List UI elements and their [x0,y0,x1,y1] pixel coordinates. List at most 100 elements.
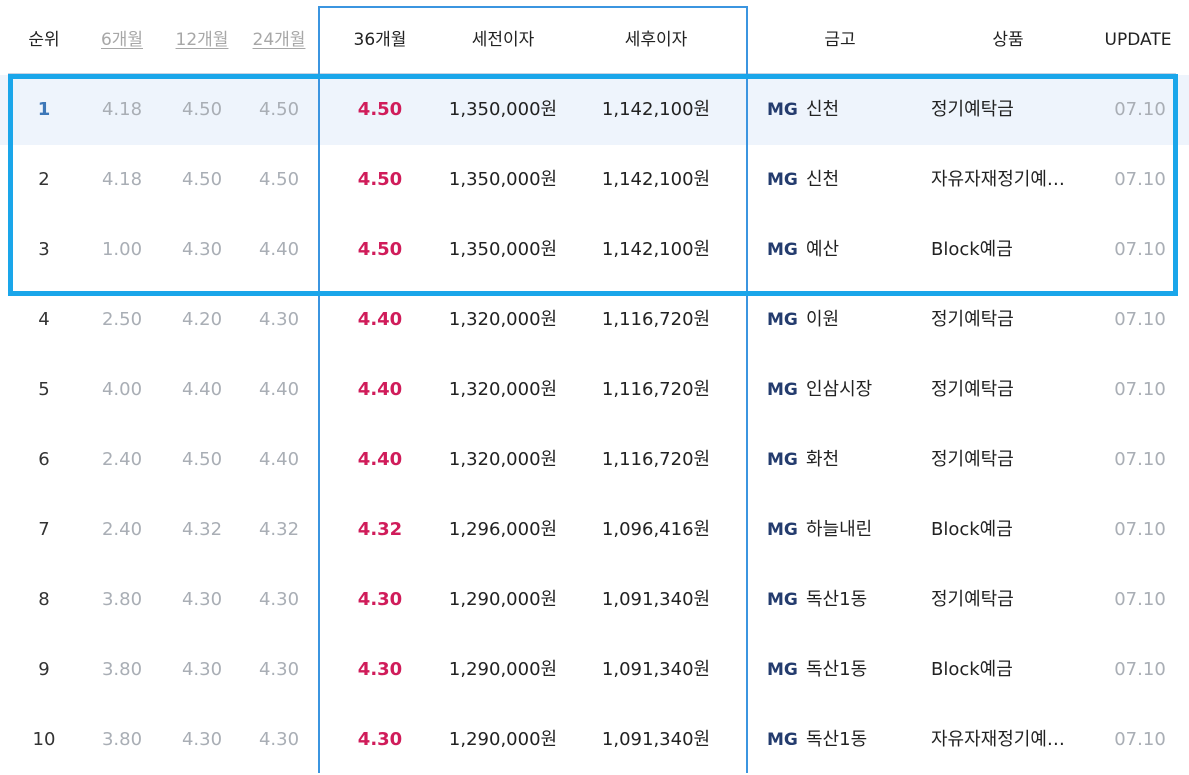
rate-36-month-cell: 4.40 [357,379,403,400]
rank-cell: 5 [38,379,50,400]
product-name-link[interactable]: 정기예탁금 [931,379,1014,400]
rank-cell: 9 [38,659,50,680]
table-row[interactable]: 6 2.40 4.50 4.40 4.40 1,320,000원 1,116,720원 MG 화… [0,425,1189,495]
mg-logo: MG [767,450,798,470]
table-row[interactable]: 9 3.80 4.30 4.30 4.30 1,290,000원 1,091,340원 MG 독… [0,635,1189,705]
product-name-link[interactable]: 정기예탁금 [931,449,1014,470]
update-date-cell: 07.10 [1114,589,1166,610]
pretax-interest-cell: 1,320,000원 [448,379,558,400]
rate-12-month-cell: 4.40 [181,379,223,400]
rate-24-month-cell: 4.40 [258,449,300,470]
header-36-month: 36개월 [353,30,407,50]
rate-24-month-cell: 4.40 [258,379,300,400]
aftertax-interest-cell: 1,142,100원 [601,169,711,190]
product-name-link[interactable]: 자유자재정기예… [931,169,1065,190]
product-name-link[interactable]: 정기예탁금 [931,589,1014,610]
rate-36-month-cell: 4.30 [357,659,403,680]
mg-logo: MG [767,730,798,750]
table-row[interactable]: 7 2.40 4.32 4.32 4.32 1,296,000원 1,096,416원 MG 하… [0,495,1189,565]
mg-logo: MG [767,170,798,190]
aftertax-interest-cell: 1,091,340원 [601,729,711,750]
aftertax-interest-cell: 1,096,416원 [601,519,711,540]
product-name-link[interactable]: 정기예탁금 [931,309,1014,330]
pretax-interest-cell: 1,290,000원 [448,729,558,750]
product-name-link[interactable]: Block예금 [931,239,1013,260]
aftertax-interest-cell: 1,142,100원 [601,239,711,260]
header-24-month-sort-link[interactable]: 24개월 [252,30,306,50]
rate-36-month-cell: 4.30 [357,729,403,750]
rate-12-month-cell: 4.30 [181,729,223,750]
rate-24-month-cell: 4.30 [258,309,300,330]
bank-name-link[interactable]: 독산1동 [806,589,868,610]
rate-12-month-cell: 4.30 [181,239,223,260]
bank-name-link[interactable]: 하늘내린 [806,519,873,540]
bank-name-link[interactable]: 독산1동 [806,729,868,750]
rate-6-month-cell: 4.18 [101,99,143,120]
update-date-cell: 07.10 [1114,449,1166,470]
mg-logo: MG [767,310,798,330]
update-date-cell: 07.10 [1114,239,1166,260]
update-date-cell: 07.10 [1114,519,1166,540]
update-date-cell: 07.10 [1114,309,1166,330]
pretax-interest-cell: 1,320,000원 [448,309,558,330]
rate-24-month-cell: 4.40 [258,239,300,260]
bank-name-link[interactable]: 이원 [806,309,840,330]
header-pretax-interest: 세전이자 [471,30,535,50]
rate-36-month-cell: 4.30 [357,589,403,610]
rate-6-month-cell: 3.80 [101,589,143,610]
aftertax-interest-cell: 1,091,340원 [601,589,711,610]
product-name-link[interactable]: Block예금 [931,519,1013,540]
rank-cell: 3 [38,239,50,260]
pretax-interest-cell: 1,350,000원 [448,239,558,260]
product-name-link[interactable]: 정기예탁금 [931,99,1014,120]
rank-cell: 6 [38,449,50,470]
rate-36-month-cell: 4.50 [357,239,403,260]
mg-logo: MG [767,660,798,680]
update-date-cell: 07.10 [1114,169,1166,190]
rank-cell: 2 [38,169,50,190]
product-name-link[interactable]: 자유자재정기예… [931,729,1065,750]
rate-6-month-cell: 4.00 [101,379,143,400]
header-6-month-sort-link[interactable]: 6개월 [100,30,144,50]
header-product: 상품 [992,30,1024,50]
bank-name-link[interactable]: 신천 [806,99,840,120]
table-row[interactable]: 4 2.50 4.20 4.30 4.40 1,320,000원 1,116,720원 MG 이… [0,285,1189,355]
table-row[interactable]: 2 4.18 4.50 4.50 4.50 1,350,000원 1,142,100원 MG 신… [0,145,1189,215]
product-name-link[interactable]: Block예금 [931,659,1013,680]
rate-36-month-cell: 4.40 [357,309,403,330]
rate-6-month-cell: 2.50 [101,309,143,330]
rate-24-month-cell: 4.30 [258,729,300,750]
aftertax-interest-cell: 1,116,720원 [601,449,711,470]
bank-name-link[interactable]: 인삼시장 [806,379,873,400]
bank-name-link[interactable]: 신천 [806,169,840,190]
bank-name-link[interactable]: 독산1동 [806,659,868,680]
aftertax-interest-cell: 1,116,720원 [601,379,711,400]
table-row[interactable]: 1 4.18 4.50 4.50 4.50 1,350,000원 1,142,100원 MG 신… [0,75,1189,145]
rate-12-month-cell: 4.20 [181,309,223,330]
pretax-interest-cell: 1,350,000원 [448,169,558,190]
mg-logo: MG [767,100,798,120]
header-update: UPDATE [1104,30,1172,50]
rate-12-month-cell: 4.50 [181,99,223,120]
header-12-month-sort-link[interactable]: 12개월 [175,30,229,50]
pretax-interest-cell: 1,320,000원 [448,449,558,470]
rate-12-month-cell: 4.32 [181,519,223,540]
header-rank: 순위 [28,30,60,50]
aftertax-interest-cell: 1,142,100원 [601,99,711,120]
rate-6-month-cell: 2.40 [101,449,143,470]
table-row[interactable]: 10 3.80 4.30 4.30 4.30 1,290,000원 1,091,340원 MG… [0,705,1189,775]
rate-6-month-cell: 3.80 [101,729,143,750]
table-row[interactable]: 8 3.80 4.30 4.30 4.30 1,290,000원 1,091,340원 MG 독… [0,565,1189,635]
table-row[interactable]: 3 1.00 4.30 4.40 4.50 1,350,000원 1,142,100원 MG 예… [0,215,1189,285]
rank-cell: 1 [37,99,51,120]
mg-logo: MG [767,380,798,400]
rank-cell: 8 [38,589,50,610]
update-date-cell: 07.10 [1114,729,1166,750]
table-row[interactable]: 5 4.00 4.40 4.40 4.40 1,320,000원 1,116,720원 MG 인… [0,355,1189,425]
pretax-interest-cell: 1,296,000원 [448,519,558,540]
bank-name-link[interactable]: 예산 [806,239,840,260]
rate-6-month-cell: 4.18 [101,169,143,190]
rate-24-month-cell: 4.30 [258,659,300,680]
bank-name-link[interactable]: 화천 [806,449,840,470]
